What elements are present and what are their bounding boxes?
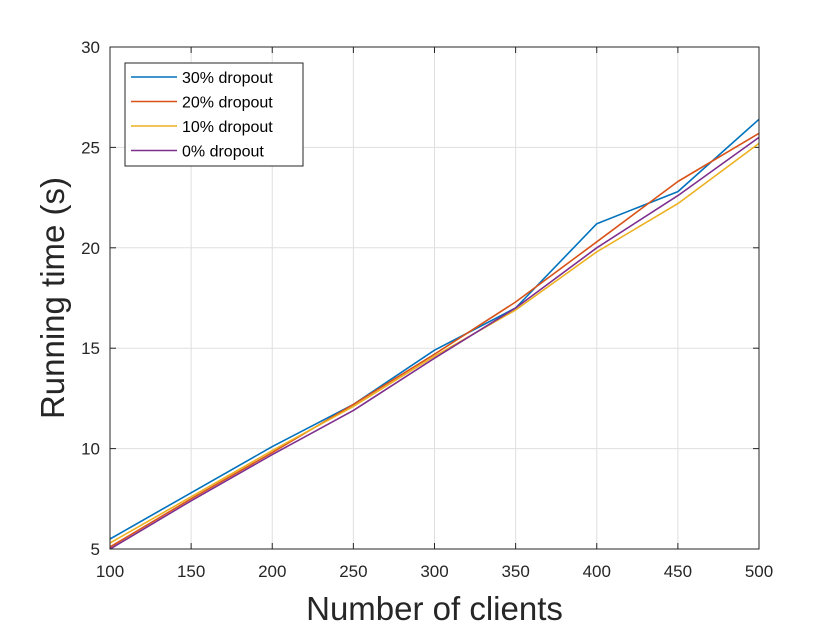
x-axis-title: Number of clients	[306, 590, 563, 627]
y-tick-label: 20	[81, 239, 100, 258]
x-tick-label: 300	[420, 562, 448, 581]
x-tick-label: 100	[96, 562, 124, 581]
x-tick-label: 350	[501, 562, 529, 581]
y-axis-title: Running time (s)	[34, 177, 71, 419]
series-line-0-dropout	[109, 136, 760, 550]
y-tick-label: 10	[81, 440, 100, 459]
y-tick-label: 25	[81, 138, 100, 157]
legend: 30% dropout 20% dropout 10% dropout 0% drop…	[124, 62, 304, 167]
grid	[109, 46, 760, 550]
y-tick-label: 5	[91, 540, 100, 559]
x-tick-label: 500	[745, 562, 773, 581]
y-tick-label: 15	[81, 339, 100, 358]
series-line-20-dropout	[109, 132, 760, 548]
tick-labels: 100 150 200 250 300 350 400 450 500 5 10 15 20 25 30	[81, 38, 773, 581]
legend-box	[124, 62, 304, 167]
x-tick-label: 450	[664, 562, 692, 581]
x-tick-label: 150	[177, 562, 205, 581]
legend-label: 20% dropout	[182, 95, 273, 112]
x-tick-label: 200	[258, 562, 286, 581]
y-tick-label: 30	[81, 38, 100, 57]
series-line-10-dropout	[109, 142, 760, 544]
legend-label: 0% dropout	[182, 144, 264, 161]
x-tick-label: 400	[583, 562, 611, 581]
plot-frame	[109, 46, 760, 550]
series-lines	[109, 118, 760, 550]
legend-label: 30% dropout	[182, 70, 273, 87]
legend-label: 10% dropout	[182, 119, 273, 136]
x-tick-label: 250	[339, 562, 367, 581]
